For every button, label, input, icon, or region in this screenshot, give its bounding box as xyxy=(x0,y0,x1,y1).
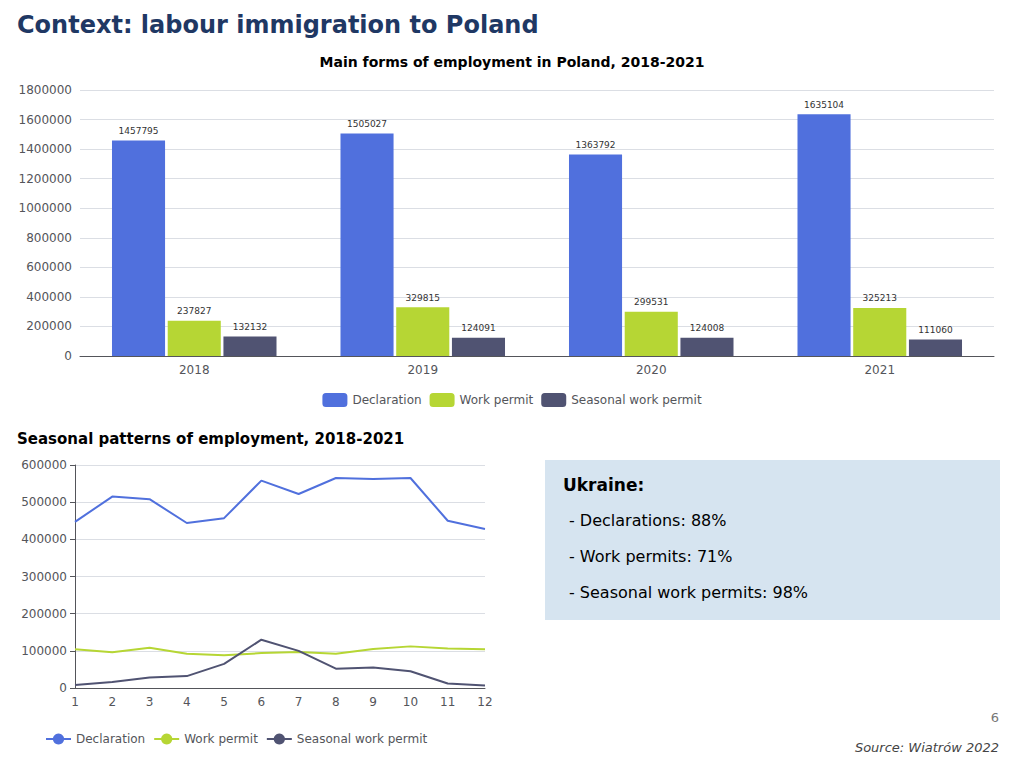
svg-text:132132: 132132 xyxy=(233,322,267,332)
svg-text:- Seasonal work permits: 98%: - Seasonal work permits: 98% xyxy=(569,583,808,602)
svg-text:- Declarations: 88%: - Declarations: 88% xyxy=(569,511,726,530)
svg-text:9: 9 xyxy=(369,695,377,709)
svg-text:0: 0 xyxy=(64,349,72,363)
svg-text:329815: 329815 xyxy=(406,293,440,303)
svg-text:1000000: 1000000 xyxy=(19,201,72,215)
svg-text:Declaration: Declaration xyxy=(76,732,145,746)
svg-text:0: 0 xyxy=(59,681,67,695)
svg-text:300000: 300000 xyxy=(21,570,67,584)
svg-text:3: 3 xyxy=(146,695,154,709)
svg-text:1600000: 1600000 xyxy=(19,113,72,127)
svg-text:299531: 299531 xyxy=(634,297,668,307)
svg-text:Seasonal work permit: Seasonal work permit xyxy=(297,732,428,746)
svg-text:Work permit: Work permit xyxy=(184,732,258,746)
svg-text:325213: 325213 xyxy=(863,293,897,303)
svg-text:111060: 111060 xyxy=(918,325,953,335)
svg-text:1635104: 1635104 xyxy=(804,100,844,110)
svg-text:1200000: 1200000 xyxy=(19,172,72,186)
svg-text:Seasonal work permit: Seasonal work permit xyxy=(571,393,702,407)
svg-text:Work permit: Work permit xyxy=(460,393,534,407)
svg-text:Ukraine:: Ukraine: xyxy=(563,475,644,495)
svg-text:200000: 200000 xyxy=(21,607,67,621)
svg-text:1: 1 xyxy=(71,695,79,709)
svg-text:11: 11 xyxy=(440,695,455,709)
svg-text:Source: Wiatrów 2022: Source: Wiatrów 2022 xyxy=(855,740,999,755)
svg-text:4: 4 xyxy=(183,695,191,709)
svg-text:2019: 2019 xyxy=(407,363,438,377)
svg-text:- Work permits: 71%: - Work permits: 71% xyxy=(569,547,732,566)
svg-text:124008: 124008 xyxy=(690,323,725,333)
svg-text:237827: 237827 xyxy=(177,306,211,316)
svg-text:200000: 200000 xyxy=(26,319,72,333)
svg-text:400000: 400000 xyxy=(21,532,67,546)
svg-text:1800000: 1800000 xyxy=(19,83,72,97)
svg-text:2020: 2020 xyxy=(636,363,667,377)
svg-text:800000: 800000 xyxy=(26,231,72,245)
svg-text:400000: 400000 xyxy=(26,290,72,304)
svg-text:600000: 600000 xyxy=(26,260,72,274)
svg-text:100000: 100000 xyxy=(21,644,67,658)
svg-text:6: 6 xyxy=(991,710,999,725)
svg-text:600000: 600000 xyxy=(21,458,67,472)
svg-text:1505027: 1505027 xyxy=(347,119,387,129)
svg-text:124091: 124091 xyxy=(461,323,495,333)
svg-text:6: 6 xyxy=(258,695,266,709)
svg-text:8: 8 xyxy=(332,695,340,709)
svg-text:Context: labour immigration to: Context: labour immigration to Poland xyxy=(17,11,539,39)
svg-text:10: 10 xyxy=(403,695,418,709)
svg-text:2018: 2018 xyxy=(179,363,210,377)
svg-text:12: 12 xyxy=(477,695,492,709)
svg-text:Seasonal patterns of employmen: Seasonal patterns of employment, 2018-20… xyxy=(17,430,404,448)
svg-text:1457795: 1457795 xyxy=(118,126,158,136)
svg-text:Main forms of employment in Po: Main forms of employment in Poland, 2018… xyxy=(320,54,705,70)
svg-text:7: 7 xyxy=(295,695,303,709)
svg-text:1400000: 1400000 xyxy=(19,142,72,156)
svg-text:2021: 2021 xyxy=(864,363,895,377)
svg-text:1363792: 1363792 xyxy=(575,140,615,150)
svg-text:Declaration: Declaration xyxy=(352,393,421,407)
svg-text:2: 2 xyxy=(108,695,116,709)
svg-text:500000: 500000 xyxy=(21,495,67,509)
svg-text:5: 5 xyxy=(220,695,228,709)
